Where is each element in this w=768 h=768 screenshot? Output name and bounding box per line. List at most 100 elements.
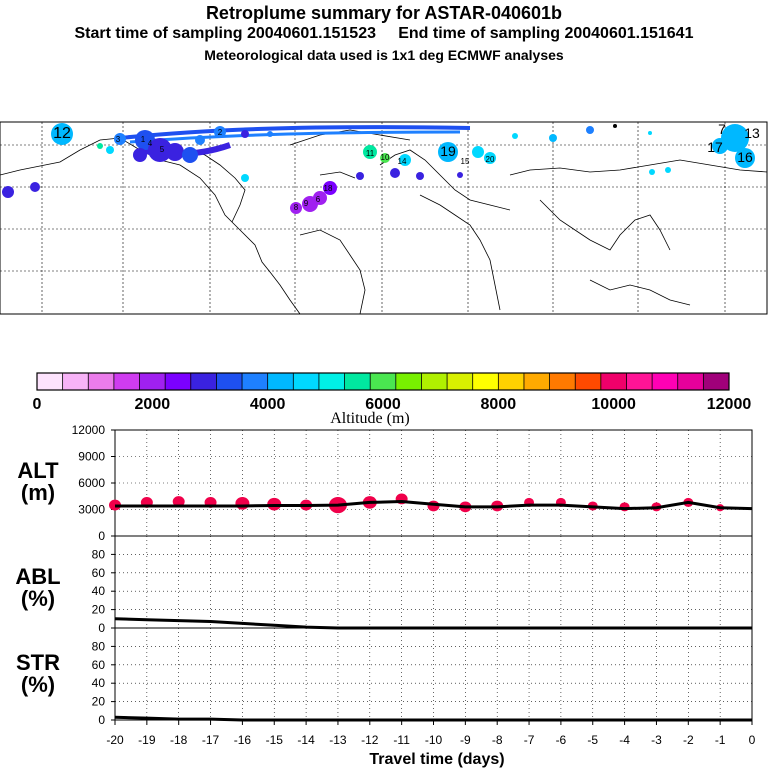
map-cluster-label: 2 (218, 128, 223, 137)
str-line (114, 715, 752, 722)
panel-ytick-label: 3000 (78, 503, 105, 517)
map-plume-dot (114, 133, 126, 145)
map-plume-dot (512, 133, 518, 139)
colorbar-cell (370, 373, 397, 390)
map-plume-dot (472, 146, 484, 158)
map-plume-dot (356, 172, 364, 180)
x-tick-label: -20 (106, 733, 124, 747)
colorbar-cell (165, 373, 192, 390)
map-plume-dot (380, 153, 390, 163)
x-tick-label: -17 (202, 733, 220, 747)
alt-cluster-dot-lower (178, 497, 184, 506)
x-tick-label: -19 (138, 733, 156, 747)
panel-frame (114, 535, 753, 629)
world-map: 12 7 13 17 16 19 20 14 11 10 18 15 98 6 54 3 2 1 (0, 121, 768, 315)
panel-ylabel: ALT (17, 458, 59, 483)
panel-ytick-label: 6000 (78, 476, 105, 490)
x-tick-label: -11 (393, 733, 410, 747)
map-plume-dot (148, 138, 172, 162)
x-tick-label: -18 (170, 733, 188, 747)
map-cluster-label: 18 (324, 184, 333, 193)
colorbar-tick-label: 12000 (707, 396, 752, 413)
map-plume-dot (586, 126, 594, 134)
map-cluster-label: 5 (160, 145, 165, 154)
panel-ytick-label: 60 (92, 658, 106, 672)
colorbar-cell (242, 373, 269, 390)
alt-median-line (115, 500, 753, 511)
map-plume-dot (241, 174, 249, 182)
map-plume-dot (2, 186, 14, 198)
map-plume-dot (438, 142, 458, 162)
x-axis-title: Travel time (days) (369, 751, 504, 768)
colorbar-tick-label: 0 (33, 396, 42, 413)
panel-ytick-label: 20 (92, 603, 106, 617)
map-cluster-label: 19 (440, 143, 456, 159)
met-data-line: Meteorological data used is 1x1 deg ECMW… (204, 47, 564, 63)
map-plume-dot (51, 123, 73, 145)
map-plume-dot (97, 143, 103, 149)
x-tick-label: -7 (524, 733, 535, 747)
colorbar-cell (703, 373, 730, 390)
map-plume-dot (416, 172, 424, 180)
panel-ytick-label: 0 (98, 621, 105, 635)
panel-ylabel-units: (%) (21, 672, 55, 697)
map-plume-dot (302, 196, 318, 212)
colorbar-cell (139, 373, 166, 390)
map-cluster-label: 4 (148, 139, 153, 148)
panel-ytick-label: 12000 (72, 423, 106, 437)
x-tick-label: -9 (460, 733, 471, 747)
panel-ytick-label: 40 (92, 676, 106, 690)
panel-ytick-label: 60 (92, 566, 106, 580)
map-cluster-label: 13 (744, 125, 760, 141)
map-cluster-label: 14 (398, 157, 407, 166)
map-plume-dot (241, 130, 249, 138)
panel-ylabel-units: (m) (21, 480, 55, 505)
x-tick-label: -8 (492, 733, 503, 747)
colorbar-cell (652, 373, 679, 390)
colorbar-title: Altitude (m) (330, 410, 410, 427)
x-tick-label: -6 (556, 733, 567, 747)
colorbar-cell (190, 373, 217, 390)
x-tick-label: -1 (715, 733, 726, 747)
map-plume-dot (721, 124, 749, 152)
x-tick-label: -13 (329, 733, 347, 747)
map-plume-dot (457, 172, 463, 178)
alt-cluster-dot-lower (146, 498, 152, 507)
panel-ytick-label: 40 (92, 584, 106, 598)
colorbar-tick-label: 10000 (591, 396, 636, 413)
colorbar-cell (626, 373, 653, 390)
map-plume-dot (323, 181, 337, 195)
x-tick-label: -10 (425, 733, 443, 747)
panel-ytick-label: 80 (92, 547, 106, 561)
map-plume-dot (649, 169, 655, 175)
map-plume-dot (133, 148, 147, 162)
colorbar-cell (37, 373, 64, 390)
panel-frame (114, 627, 753, 721)
map-cluster-label: 15 (461, 157, 470, 166)
panel-alt: 12000 9000 6000 3000 0 ALT(m) (17, 423, 753, 543)
x-tick-label: -3 (651, 733, 662, 747)
time-series-panels: 120009000600030000ALT(m)806040200ABL(%)8… (15, 423, 753, 727)
x-tick-label: -4 (619, 733, 630, 747)
map-plume-dot (648, 131, 652, 135)
map-cluster-label: 10 (381, 153, 390, 162)
colorbar-cell (472, 373, 499, 390)
panel-ytick-label: 20 (92, 695, 106, 709)
x-tick-label: -15 (266, 733, 284, 747)
colorbar-cell (318, 373, 346, 390)
colorbar-cell (293, 373, 320, 390)
map-plume-dot (735, 148, 755, 168)
map-plume-dot (399, 154, 411, 166)
colorbar-cell (421, 373, 448, 390)
colorbar-cell (267, 373, 294, 390)
map-graticule (0, 122, 767, 314)
plume-cluster-dots: 12 7 13 17 16 19 20 14 11 10 18 15 98 6 54 3 2 1 (2, 121, 760, 214)
map-plume-dot (613, 124, 617, 128)
map-plume-dot (390, 168, 400, 178)
x-tick-label: -2 (683, 733, 694, 747)
map-plume-dot (267, 131, 273, 137)
map-cluster-label: 6 (316, 195, 321, 204)
colorbar-cell (395, 373, 422, 390)
colorbar-cell (344, 373, 371, 390)
